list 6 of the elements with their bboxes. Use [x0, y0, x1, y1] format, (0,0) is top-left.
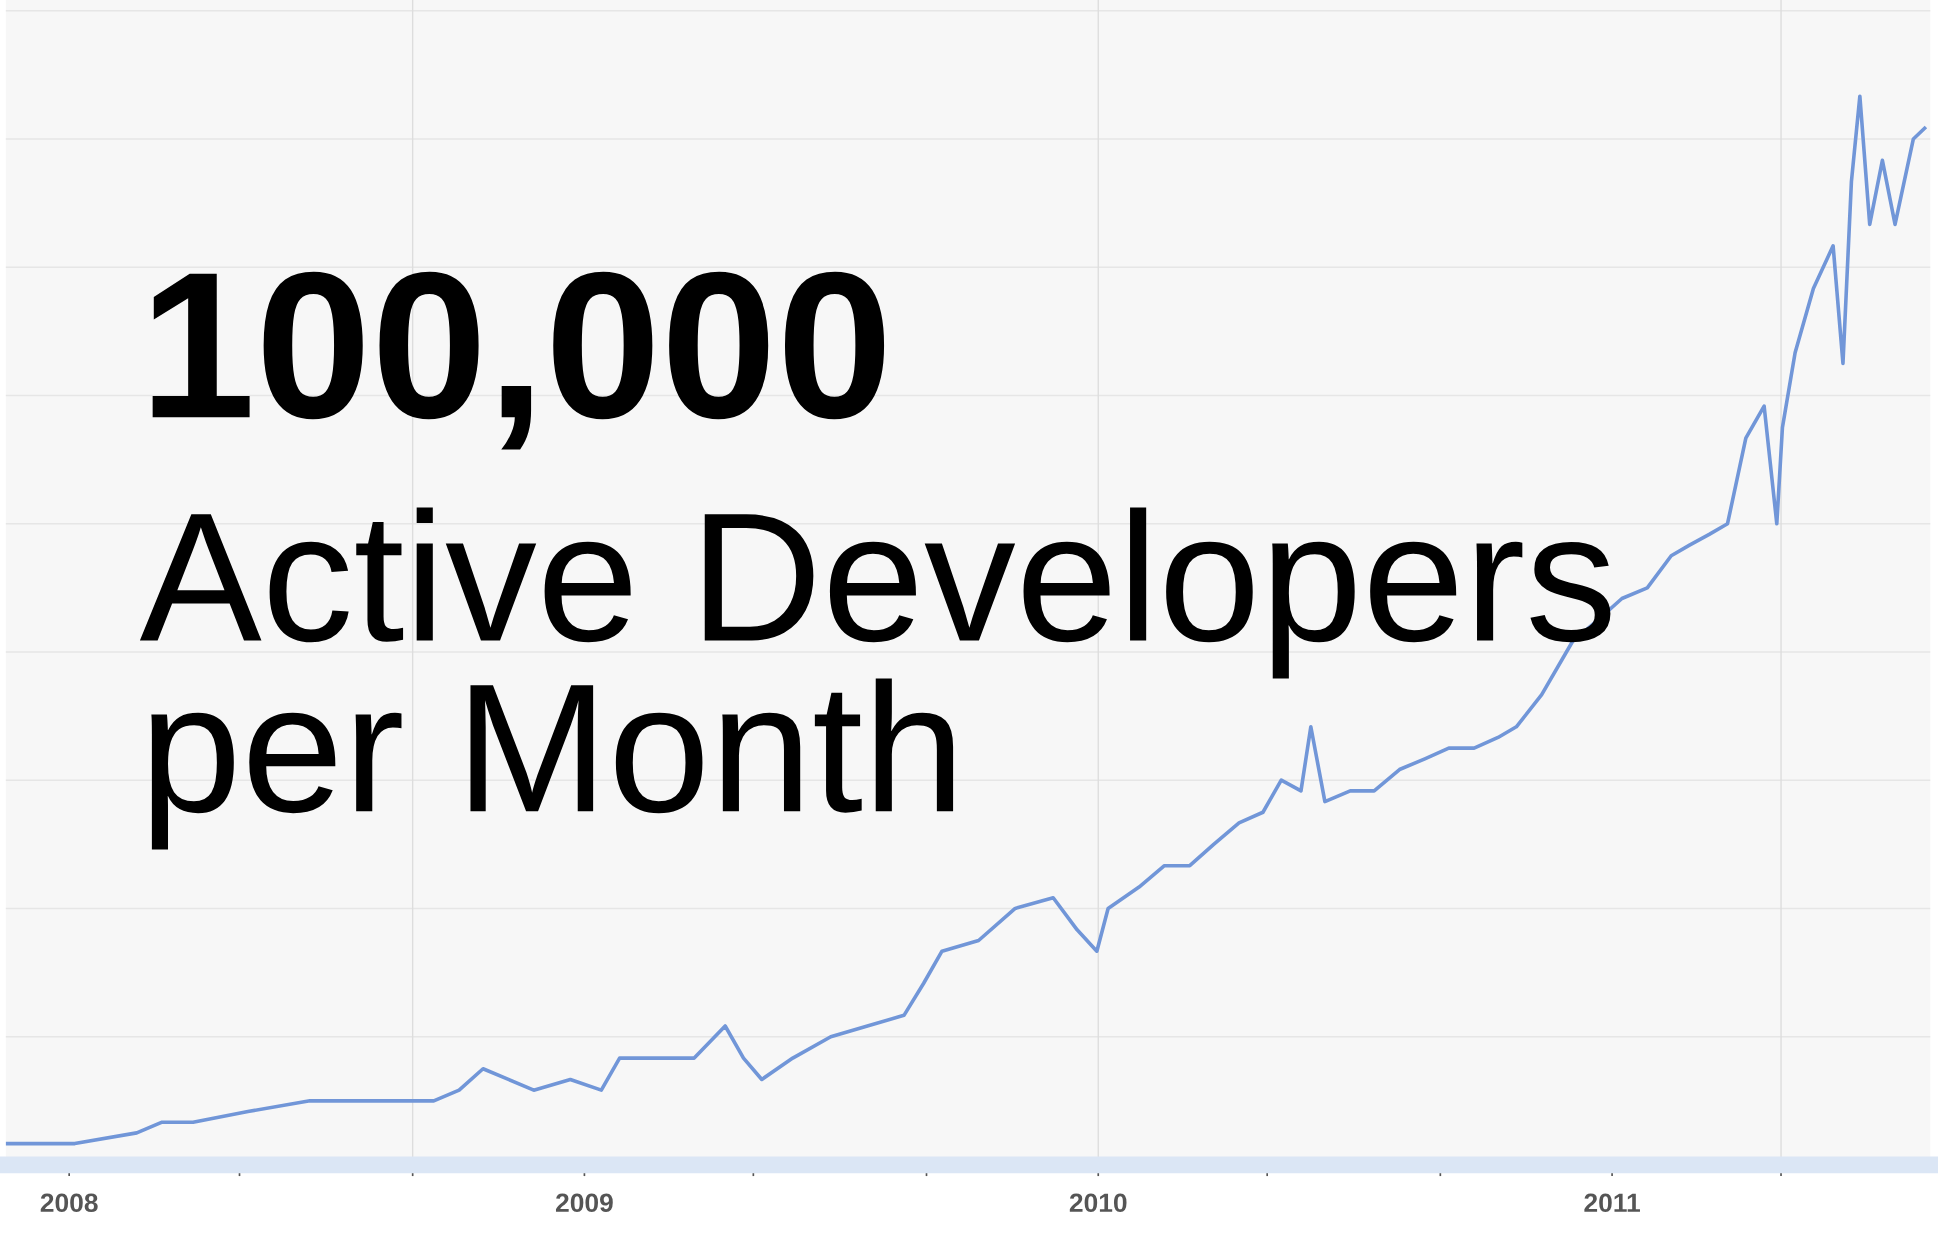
- annotation: 100,000: [152, 271, 885, 450]
- x-tick-label: 2008: [40, 1193, 98, 1213]
- annotation: Active Developers per Month: [139, 507, 1611, 850]
- x-tick-label: 2010: [1069, 1193, 1127, 1213]
- x-tick-label: 2009: [555, 1193, 613, 1213]
- x-tick-label: 2011: [1584, 1193, 1640, 1213]
